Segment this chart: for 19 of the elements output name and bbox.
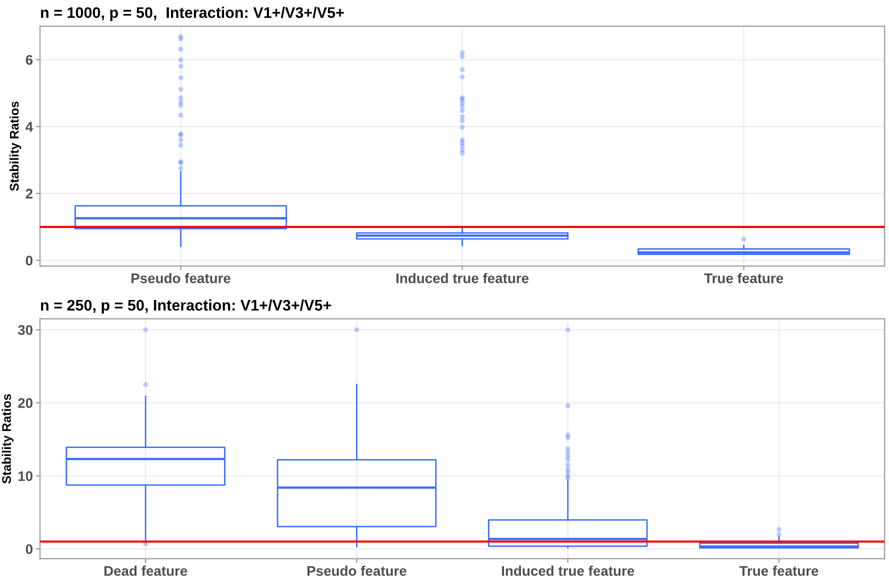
x-tick-label: Pseudo feature [132,273,230,284]
x-tick-label: Dead feature [104,566,188,576]
y-axis-title: Stability Ratios [10,101,22,191]
y-tick-label: 6 [26,54,33,65]
y-tick-label: 20 [18,398,32,408]
x-tick-label: Pseudo feature [307,566,406,576]
x-tick-label: Induced true feature [396,273,529,284]
y-tick-label: 10 [18,471,32,482]
y-tick-label: 2 [26,188,33,198]
chart-title: n = 1000, p = 50, Interaction: V1+/V3+/V5+ [41,6,344,22]
y-tick-label: 4 [26,122,33,132]
y-tick-label: 30 [18,325,32,335]
chart-title: n = 250, p = 50, Interaction: V1+/V3+/V5+ [41,299,332,314]
y-tick-label: 0 [26,544,32,554]
y-tick-label: 0 [26,256,32,266]
x-tick-label: True feature [704,273,784,284]
y-axis-title: Stability Ratios [2,394,14,484]
x-tick-label: True feature [739,566,818,576]
x-tick-label: Induced true feature [502,566,634,576]
